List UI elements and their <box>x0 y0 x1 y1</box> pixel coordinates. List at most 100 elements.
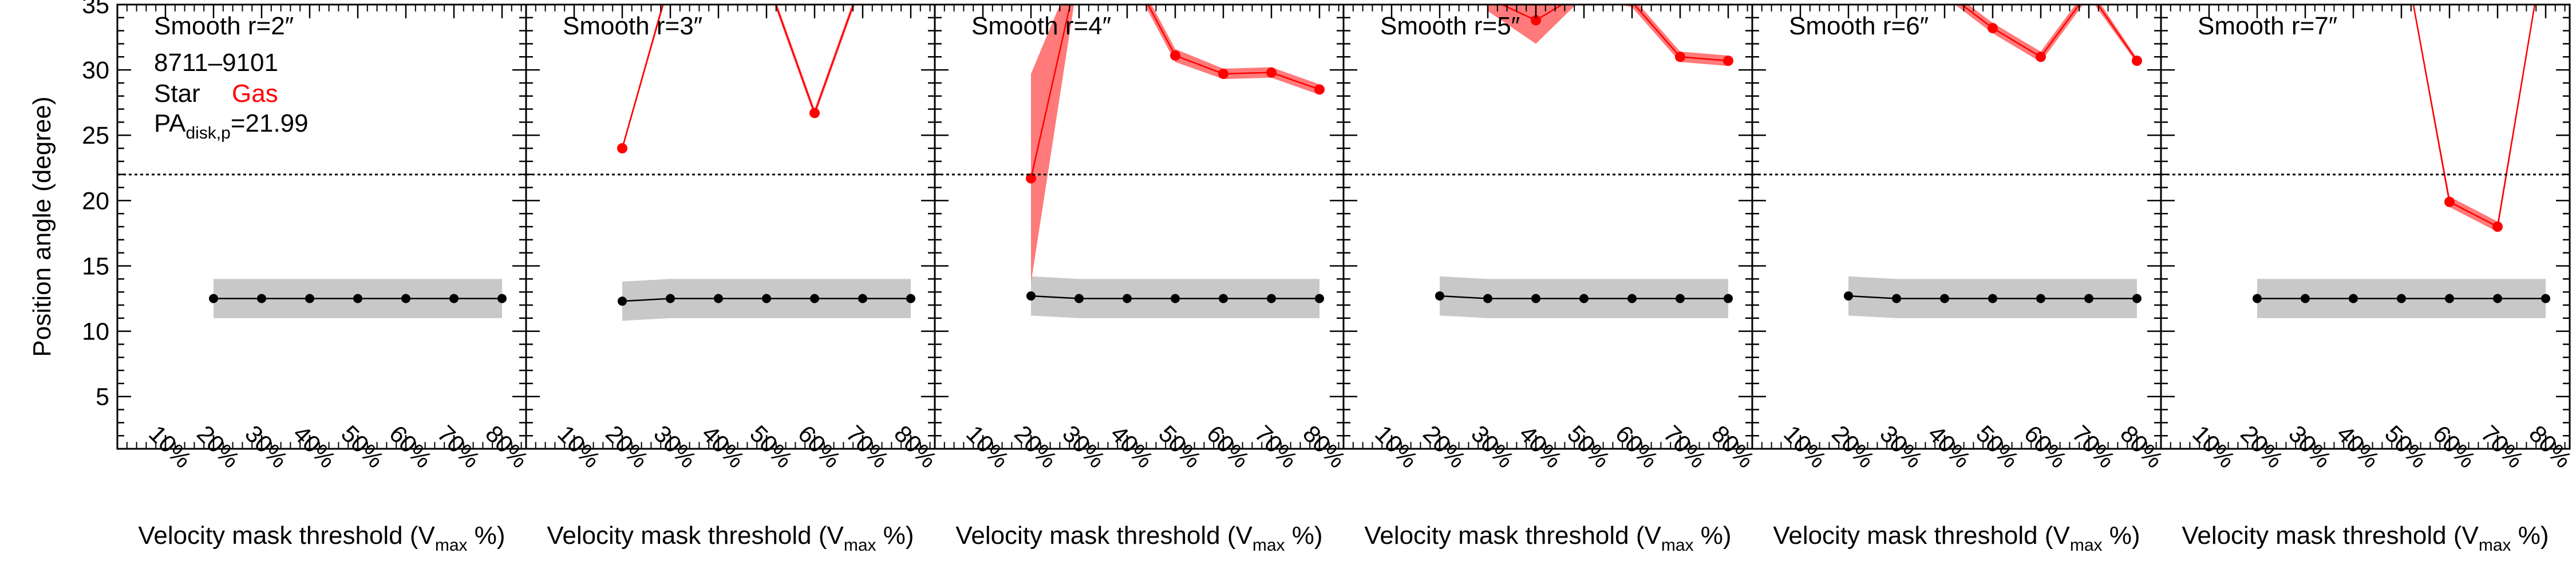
star-point <box>2445 294 2454 303</box>
star-point <box>209 294 218 303</box>
panel-frame <box>525 3 936 450</box>
panel-title: Smooth r=5″ <box>1380 12 1520 40</box>
y-tick-label: 5 <box>96 384 109 411</box>
x-axis-label-tail: %) <box>876 522 914 550</box>
gas-point <box>2036 52 2046 62</box>
y-tick-label: 35 <box>82 0 109 19</box>
gas-point <box>1531 15 1541 26</box>
star-point <box>497 294 507 303</box>
x-tick-label: 60% <box>384 420 437 473</box>
gas-point <box>617 143 627 154</box>
star-point <box>1844 291 1853 301</box>
legend-star-label: Star <box>154 80 200 108</box>
x-tick-label: 40% <box>288 420 341 473</box>
panel-frame <box>1342 3 1753 450</box>
star-point <box>449 294 459 303</box>
x-axis-label-subscript: max <box>2479 536 2511 555</box>
star-point <box>1892 294 1901 303</box>
x-tick-label: 20% <box>600 420 654 473</box>
x-tick-label: 70% <box>1658 420 1712 473</box>
panel-title: Smooth r=6″ <box>1789 12 1929 40</box>
star-point <box>1676 294 1685 303</box>
x-tick-label: 20% <box>1827 420 1880 473</box>
x-tick-label: 20% <box>1009 420 1062 473</box>
x-tick-label: 80% <box>2524 420 2576 473</box>
star-point <box>2541 294 2550 303</box>
star-point <box>1267 294 1276 303</box>
gas-error-band <box>1488 5 1728 66</box>
x-axis-label-subscript: max <box>1661 536 1694 555</box>
x-axis-label-main: Velocity mask threshold (V <box>138 522 435 550</box>
gas-point <box>1314 84 1325 95</box>
star-point <box>2132 294 2142 303</box>
gas-point <box>1218 68 1228 79</box>
x-axis-label: Velocity mask threshold (Vmax %) <box>1364 522 1731 555</box>
x-tick-label: 30% <box>240 420 293 473</box>
gas-point <box>1675 52 1685 62</box>
gas-point <box>2444 196 2455 207</box>
star-point <box>1219 294 1228 303</box>
x-tick-label: 50% <box>1153 420 1207 473</box>
star-point <box>1627 294 1637 303</box>
star-point <box>1123 294 1132 303</box>
panel-6: 10%20%30%40%50%60%70%80% Smooth r=7″ Veloc… <box>2160 3 2576 555</box>
panel-4: 10%20%30%40%50%60%70%80%Smooth r=5″Veloc… <box>1342 3 1760 555</box>
x-tick-label: 60% <box>1610 420 1664 473</box>
y-tick-label: 10 <box>82 318 109 346</box>
x-tick-label: 10% <box>1779 420 1832 473</box>
x-tick-label: 30% <box>1466 420 1519 473</box>
star-point <box>2253 294 2262 303</box>
gas-line <box>621 5 855 149</box>
x-axis-label-tail: %) <box>1694 522 1732 550</box>
x-tick-label: 10% <box>2187 420 2241 473</box>
panel-frame <box>1751 3 2162 450</box>
panel-title: Smooth r=3″ <box>563 12 702 40</box>
x-tick-label: 40% <box>1923 420 1976 473</box>
pa-prefix: PA <box>154 109 186 137</box>
gas-error-band <box>2412 5 2535 232</box>
star-point <box>2397 294 2406 303</box>
star-point <box>1531 294 1540 303</box>
x-axis-label: Velocity mask threshold (Vmax %) <box>2182 522 2549 555</box>
star-point <box>1171 294 1180 303</box>
panel-5: 10%20%30%40%50%60%70%80%Smooth r=6″Veloc… <box>1751 3 2168 555</box>
gas-point <box>1170 50 1180 61</box>
x-tick-label: 20% <box>2235 420 2289 473</box>
gas-point <box>1723 56 1733 66</box>
x-tick-label: 70% <box>2476 420 2529 473</box>
panel-title: Smooth r=4″ <box>971 12 1111 40</box>
x-tick-label: 50% <box>1562 420 1615 473</box>
x-tick-label: 30% <box>1057 420 1111 473</box>
x-tick-label: 50% <box>1971 420 2024 473</box>
gas-point <box>1026 173 1036 184</box>
x-tick-label: 20% <box>1418 420 1471 473</box>
star-point <box>858 294 867 303</box>
star-point <box>2036 294 2045 303</box>
y-axis-label: Position angle (degree) <box>28 97 56 357</box>
x-axis-label-main: Velocity mask threshold (V <box>547 522 844 550</box>
x-tick-label: 40% <box>697 420 750 473</box>
x-tick-label: 30% <box>1875 420 1928 473</box>
x-tick-label: 40% <box>2332 420 2385 473</box>
x-axis-label-tail: %) <box>2511 522 2549 550</box>
star-point <box>353 294 362 303</box>
y-tick-label: 20 <box>82 187 109 215</box>
star-point <box>810 294 819 303</box>
star-point <box>618 297 627 306</box>
star-point <box>1435 291 1444 301</box>
x-axis-label-main: Velocity mask threshold (V <box>2182 522 2479 550</box>
star-point <box>305 294 314 303</box>
x-axis-label-tail: %) <box>468 522 505 550</box>
x-tick-label: 30% <box>649 420 702 473</box>
x-tick-label: 60% <box>2019 420 2072 473</box>
star-point <box>2349 294 2358 303</box>
pa-disk-label: PAdisk,p=21.99 <box>154 109 309 143</box>
gas-point <box>1266 67 1277 78</box>
gas-error-band <box>1031 5 1319 283</box>
x-axis-label-tail: %) <box>1285 522 1323 550</box>
y-tick-label: 30 <box>82 57 109 84</box>
panel-3: 10%20%30%40%50%60%70%80%Smooth r=4″Veloc… <box>934 3 1351 555</box>
gas-point <box>1988 23 1998 34</box>
x-tick-label: 70% <box>841 420 894 473</box>
